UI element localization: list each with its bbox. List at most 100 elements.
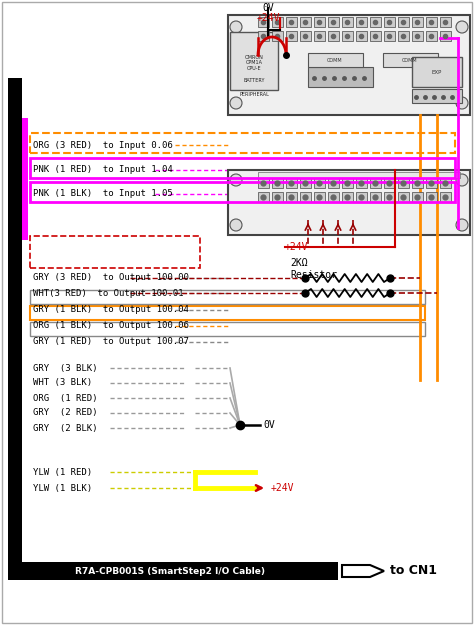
Text: GRY (1 RED)  to Output 100.07: GRY (1 RED) to Output 100.07 bbox=[33, 338, 189, 346]
Bar bbox=[370, 17, 381, 27]
Bar bbox=[30, 322, 425, 336]
Text: 2KΩ
Resistor: 2KΩ Resistor bbox=[290, 258, 337, 279]
Bar bbox=[370, 178, 381, 188]
Text: GRY  (3 BLK): GRY (3 BLK) bbox=[33, 364, 98, 372]
Bar bbox=[20, 118, 28, 240]
Bar bbox=[384, 192, 395, 202]
Bar bbox=[258, 172, 460, 178]
Bar bbox=[342, 17, 353, 27]
Text: 0V: 0V bbox=[262, 3, 274, 13]
Text: YLW (1 RED): YLW (1 RED) bbox=[33, 468, 92, 476]
Bar bbox=[440, 17, 451, 27]
Circle shape bbox=[230, 219, 242, 231]
Text: WHT (3 BLK): WHT (3 BLK) bbox=[33, 379, 92, 388]
Bar bbox=[258, 178, 269, 188]
Circle shape bbox=[456, 219, 468, 231]
Bar bbox=[286, 31, 297, 41]
Bar bbox=[426, 31, 437, 41]
Bar bbox=[272, 192, 283, 202]
Bar bbox=[300, 192, 311, 202]
Bar bbox=[342, 192, 353, 202]
Text: PNK (1 RED)  to Input 1.04: PNK (1 RED) to Input 1.04 bbox=[33, 166, 173, 174]
Bar bbox=[328, 17, 339, 27]
Bar bbox=[342, 31, 353, 41]
Text: GRY  (2 RED): GRY (2 RED) bbox=[33, 409, 98, 418]
Bar bbox=[398, 178, 409, 188]
Bar bbox=[440, 31, 451, 41]
Bar bbox=[412, 57, 462, 87]
Bar bbox=[30, 236, 200, 268]
Circle shape bbox=[456, 97, 468, 109]
Bar bbox=[383, 53, 438, 67]
Bar bbox=[30, 182, 455, 202]
Bar bbox=[272, 17, 283, 27]
Bar bbox=[412, 17, 423, 27]
Bar bbox=[440, 178, 451, 188]
Bar bbox=[272, 31, 283, 41]
Bar bbox=[356, 192, 367, 202]
Text: +24V: +24V bbox=[271, 483, 294, 493]
Bar bbox=[300, 31, 311, 41]
Bar bbox=[384, 178, 395, 188]
Bar bbox=[384, 31, 395, 41]
Text: COMM: COMM bbox=[402, 58, 418, 63]
Bar bbox=[328, 192, 339, 202]
Bar bbox=[356, 31, 367, 41]
Bar bbox=[30, 133, 455, 153]
Bar bbox=[412, 31, 423, 41]
Bar bbox=[300, 17, 311, 27]
Bar bbox=[412, 89, 462, 103]
Bar bbox=[30, 158, 455, 178]
Text: OMRON
CPM1A
CPU-E: OMRON CPM1A CPU-E bbox=[245, 55, 264, 71]
Bar bbox=[440, 192, 451, 202]
Text: EXP: EXP bbox=[432, 71, 442, 76]
Bar bbox=[398, 31, 409, 41]
Bar bbox=[426, 192, 437, 202]
Circle shape bbox=[456, 21, 468, 33]
Bar bbox=[300, 178, 311, 188]
Text: 0V: 0V bbox=[263, 420, 275, 430]
Bar bbox=[412, 192, 423, 202]
Text: BATTERY: BATTERY bbox=[243, 78, 265, 82]
Text: COMM: COMM bbox=[327, 58, 343, 63]
Bar bbox=[314, 17, 325, 27]
Circle shape bbox=[230, 21, 242, 33]
Bar bbox=[8, 562, 338, 580]
Bar bbox=[8, 78, 22, 572]
Text: ORG (3 RED)  to Input 0.06: ORG (3 RED) to Input 0.06 bbox=[33, 141, 173, 149]
Bar bbox=[356, 178, 367, 188]
Bar bbox=[8, 88, 18, 568]
Bar bbox=[314, 31, 325, 41]
Bar bbox=[398, 192, 409, 202]
Text: GRY (3 RED)  to Output 100.00: GRY (3 RED) to Output 100.00 bbox=[33, 274, 189, 282]
Text: GRY (1 BLK)  to Output 100.04: GRY (1 BLK) to Output 100.04 bbox=[33, 306, 189, 314]
Bar bbox=[258, 192, 269, 202]
Bar bbox=[328, 178, 339, 188]
Text: WHT(3 RED)  to Output 100.01: WHT(3 RED) to Output 100.01 bbox=[33, 289, 183, 298]
Bar bbox=[272, 178, 283, 188]
Text: ORG  (1 RED): ORG (1 RED) bbox=[33, 394, 98, 402]
Bar bbox=[384, 17, 395, 27]
Circle shape bbox=[456, 174, 468, 186]
Bar bbox=[314, 192, 325, 202]
Bar bbox=[286, 192, 297, 202]
Bar bbox=[426, 17, 437, 27]
Bar bbox=[258, 17, 269, 27]
Bar bbox=[342, 178, 353, 188]
Bar bbox=[228, 15, 470, 115]
Bar bbox=[370, 192, 381, 202]
Text: GRY  (2 BLK): GRY (2 BLK) bbox=[33, 424, 98, 432]
Text: +24V: +24V bbox=[256, 13, 280, 23]
Bar bbox=[286, 178, 297, 188]
Text: PERIPHERAL: PERIPHERAL bbox=[239, 91, 269, 96]
Bar bbox=[308, 53, 363, 67]
Bar bbox=[314, 178, 325, 188]
Bar bbox=[258, 31, 269, 41]
Bar bbox=[286, 17, 297, 27]
Bar bbox=[228, 170, 470, 235]
Circle shape bbox=[230, 97, 242, 109]
Text: to CN1: to CN1 bbox=[390, 564, 437, 578]
Bar bbox=[30, 290, 425, 304]
Bar bbox=[230, 32, 278, 90]
Text: ORG (1 BLK)  to Output 100.06: ORG (1 BLK) to Output 100.06 bbox=[33, 321, 189, 331]
